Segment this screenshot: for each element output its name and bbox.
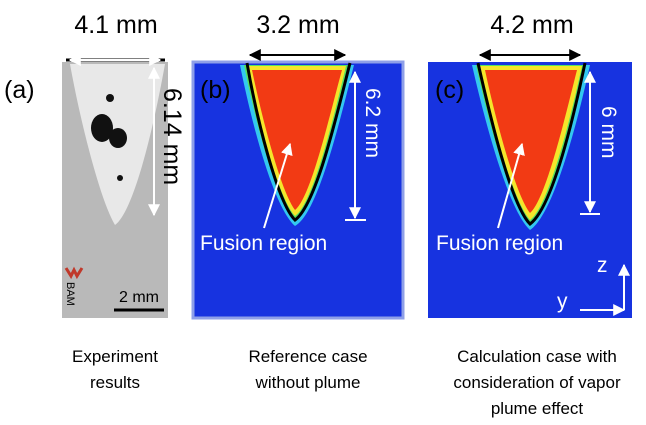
region-label: Fusion region (436, 232, 563, 255)
caption-line: Experiment (72, 347, 158, 366)
axis-label-y: y (557, 290, 568, 313)
width-label: 4.1 mm (74, 11, 157, 39)
panel-b: (b) 3.2 mm 6.2 mm Fusion region Referenc… (193, 11, 403, 392)
depth-label: 6.14 mm (158, 88, 186, 185)
logo-text: BAM (64, 282, 76, 306)
panel-a: (a) 4.1 mm 6.14 mm BAM 2 mm Experiment r… (4, 11, 186, 392)
caption-line: results (90, 373, 140, 392)
panel-label: (a) (4, 76, 35, 104)
region-label: Fusion region (200, 232, 327, 255)
panel-label: (b) (200, 76, 231, 104)
axis-label-z: z (597, 254, 608, 277)
pore (109, 128, 127, 148)
caption-line: without plume (255, 373, 361, 392)
pore (106, 94, 114, 102)
caption-line: Calculation case with (457, 347, 617, 366)
caption-line: consideration of vapor (453, 373, 621, 392)
pore (117, 175, 123, 181)
panel-label: (c) (435, 76, 464, 104)
depth-label: 6.2 mm (361, 88, 384, 158)
caption-line: plume effect (491, 399, 584, 418)
caption-line: Reference case (248, 347, 367, 366)
panel-c: (c) 4.2 mm 6 mm Fusion region z y Calcul… (428, 11, 632, 418)
depth-label: 6 mm (597, 106, 620, 159)
figure: (a) 4.1 mm 6.14 mm BAM 2 mm Experiment r… (0, 0, 646, 425)
scale-bar-label: 2 mm (119, 289, 159, 306)
width-label: 4.2 mm (490, 11, 573, 39)
width-label: 3.2 mm (256, 11, 339, 39)
